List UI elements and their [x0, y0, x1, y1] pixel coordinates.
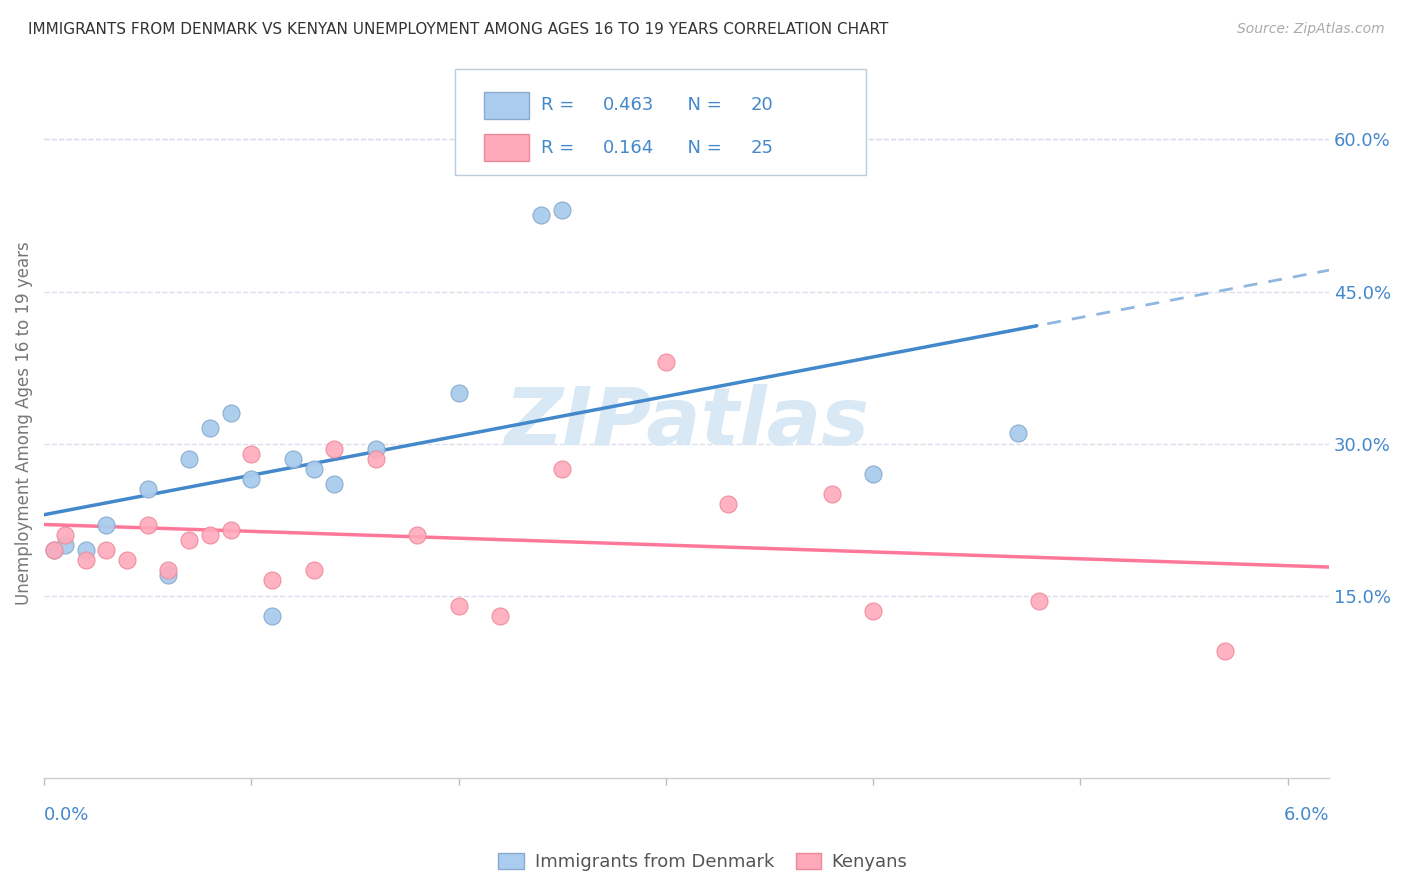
Point	[364, 451, 387, 466]
Point	[489, 608, 512, 623]
Point	[96, 517, 118, 532]
Text: 0.164: 0.164	[603, 138, 654, 157]
Text: R =: R =	[541, 96, 581, 114]
Point	[262, 574, 284, 588]
FancyBboxPatch shape	[484, 92, 529, 119]
Point	[406, 527, 429, 541]
Point	[240, 447, 263, 461]
Point	[364, 442, 387, 456]
Point	[219, 406, 242, 420]
Point	[551, 462, 574, 476]
Point	[115, 553, 138, 567]
Point	[136, 482, 159, 496]
Point	[75, 543, 97, 558]
FancyBboxPatch shape	[456, 69, 866, 175]
Point	[44, 543, 66, 558]
Point	[862, 467, 884, 481]
Point	[157, 568, 180, 582]
Point	[53, 538, 76, 552]
Text: R =: R =	[541, 138, 581, 157]
Point	[551, 203, 574, 218]
Point	[530, 209, 553, 223]
Point	[1028, 593, 1050, 607]
Point	[219, 523, 242, 537]
Point	[302, 462, 325, 476]
Point	[447, 385, 470, 400]
Point	[198, 421, 221, 435]
Point	[136, 517, 159, 532]
Text: Source: ZipAtlas.com: Source: ZipAtlas.com	[1237, 22, 1385, 37]
Point	[179, 451, 201, 466]
Point	[1215, 644, 1237, 658]
Text: IMMIGRANTS FROM DENMARK VS KENYAN UNEMPLOYMENT AMONG AGES 16 TO 19 YEARS CORRELA: IMMIGRANTS FROM DENMARK VS KENYAN UNEMPL…	[28, 22, 889, 37]
Text: 20: 20	[751, 96, 773, 114]
Point	[655, 355, 678, 369]
Point	[262, 608, 284, 623]
Text: ZIPatlas: ZIPatlas	[505, 384, 869, 462]
Point	[75, 553, 97, 567]
Point	[53, 527, 76, 541]
Point	[1007, 426, 1029, 441]
Point	[96, 543, 118, 558]
Point	[302, 563, 325, 577]
Y-axis label: Unemployment Among Ages 16 to 19 years: Unemployment Among Ages 16 to 19 years	[15, 242, 32, 605]
Point	[323, 477, 346, 491]
Point	[179, 533, 201, 547]
Point	[240, 472, 263, 486]
Point	[44, 543, 66, 558]
Text: 25: 25	[751, 138, 773, 157]
Text: N =: N =	[676, 96, 728, 114]
Point	[717, 497, 740, 511]
Point	[198, 527, 221, 541]
Point	[862, 604, 884, 618]
Point	[447, 599, 470, 613]
Point	[323, 442, 346, 456]
Point	[281, 451, 304, 466]
Legend: Immigrants from Denmark, Kenyans: Immigrants from Denmark, Kenyans	[491, 846, 915, 879]
FancyBboxPatch shape	[484, 134, 529, 161]
Point	[820, 487, 842, 501]
Text: 0.0%: 0.0%	[44, 806, 90, 824]
Text: 0.463: 0.463	[603, 96, 654, 114]
Text: N =: N =	[676, 138, 728, 157]
Point	[157, 563, 180, 577]
Text: 6.0%: 6.0%	[1284, 806, 1329, 824]
